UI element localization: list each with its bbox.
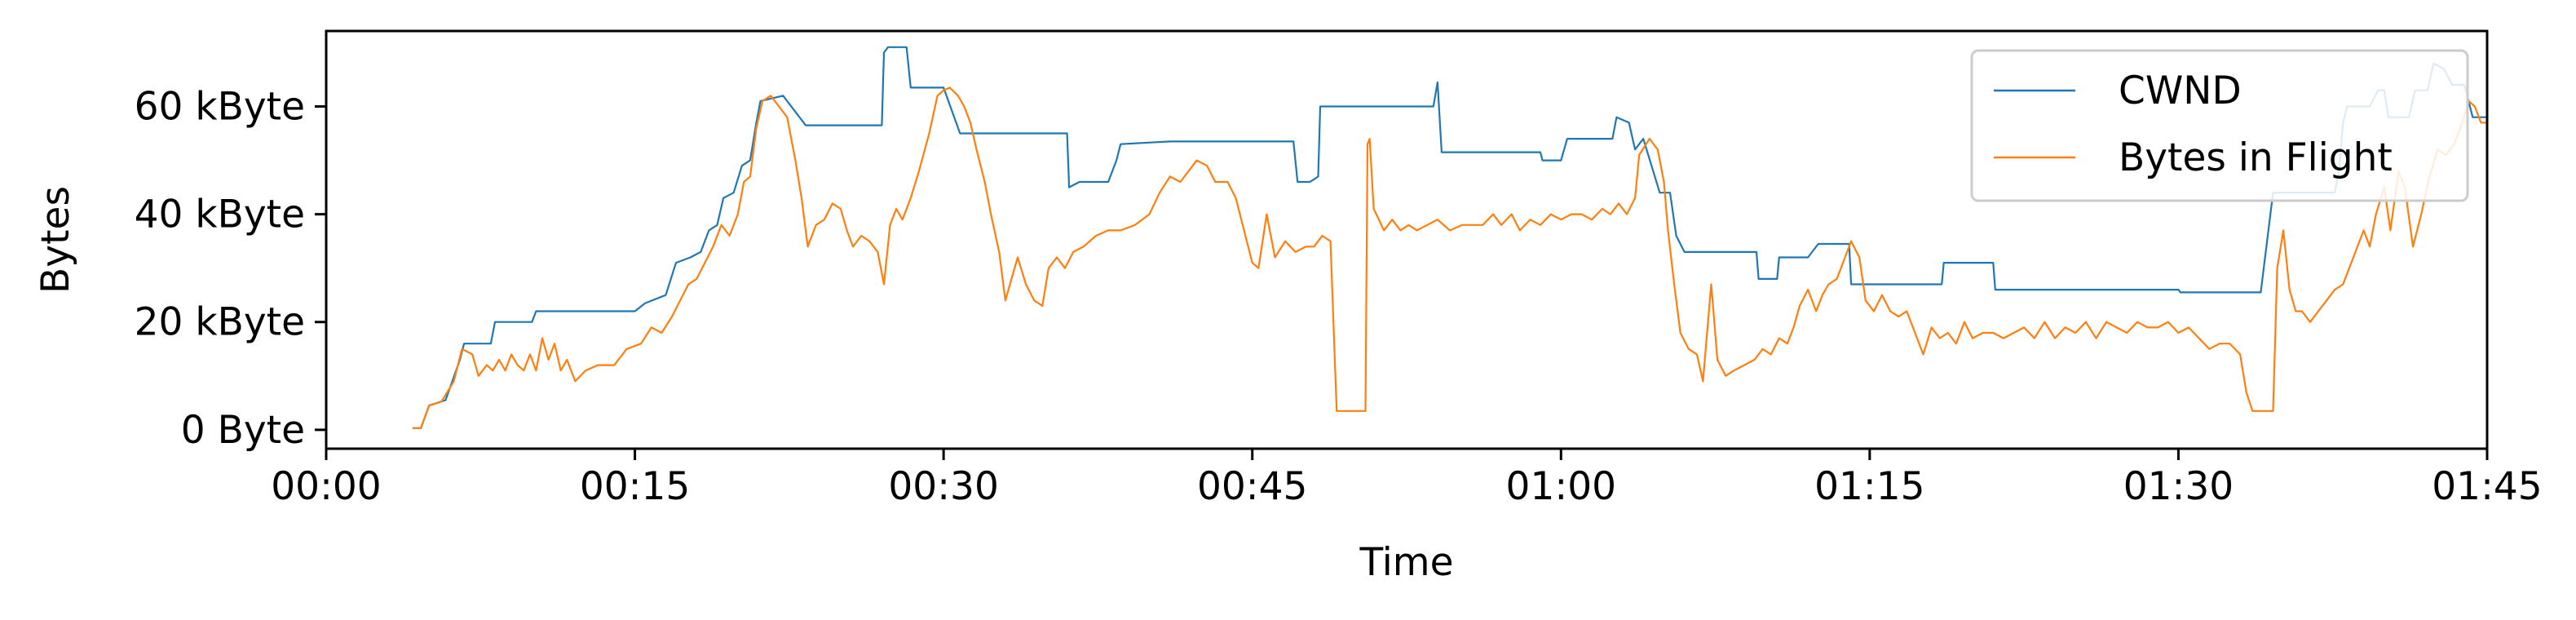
legend: CWND Bytes in Flight (1970, 49, 2469, 202)
x-tick-label: 00:15 (580, 464, 690, 509)
y-axis: 0 Byte 20 kByte 40 kByte 60 kByte (135, 84, 326, 453)
y-tick-label: 20 kByte (135, 300, 305, 345)
x-tick-label: 01:45 (2432, 464, 2542, 509)
y-tick-label: 0 Byte (181, 408, 305, 453)
plot-frame (325, 29, 2489, 450)
legend-label-bytes-in-flight: Bytes in Flight (2119, 135, 2393, 180)
x-tick-label: 01:15 (1814, 464, 1924, 509)
x-tick-label: 01:30 (2123, 464, 2234, 509)
series-line-bytes-in-flight (413, 86, 2487, 430)
legend-label-cwnd: CWND (2119, 69, 2242, 113)
x-axis: 00:00 00:15 00:30 00:45 01:00 01:15 01:30 01:45 (271, 449, 2543, 509)
x-tick-label: 00:45 (1197, 464, 1307, 509)
x-tick-label: 00:30 (888, 464, 998, 509)
x-tick-label: 00:00 (271, 464, 381, 509)
y-tick-label: 60 kByte (135, 84, 305, 129)
y-axis-label: Bytes (33, 186, 78, 294)
legend-box (1970, 49, 2469, 202)
x-tick-label: 01:00 (1506, 464, 1616, 509)
y-tick-label: 40 kByte (135, 193, 305, 237)
x-axis-label: Time (1359, 540, 1453, 585)
